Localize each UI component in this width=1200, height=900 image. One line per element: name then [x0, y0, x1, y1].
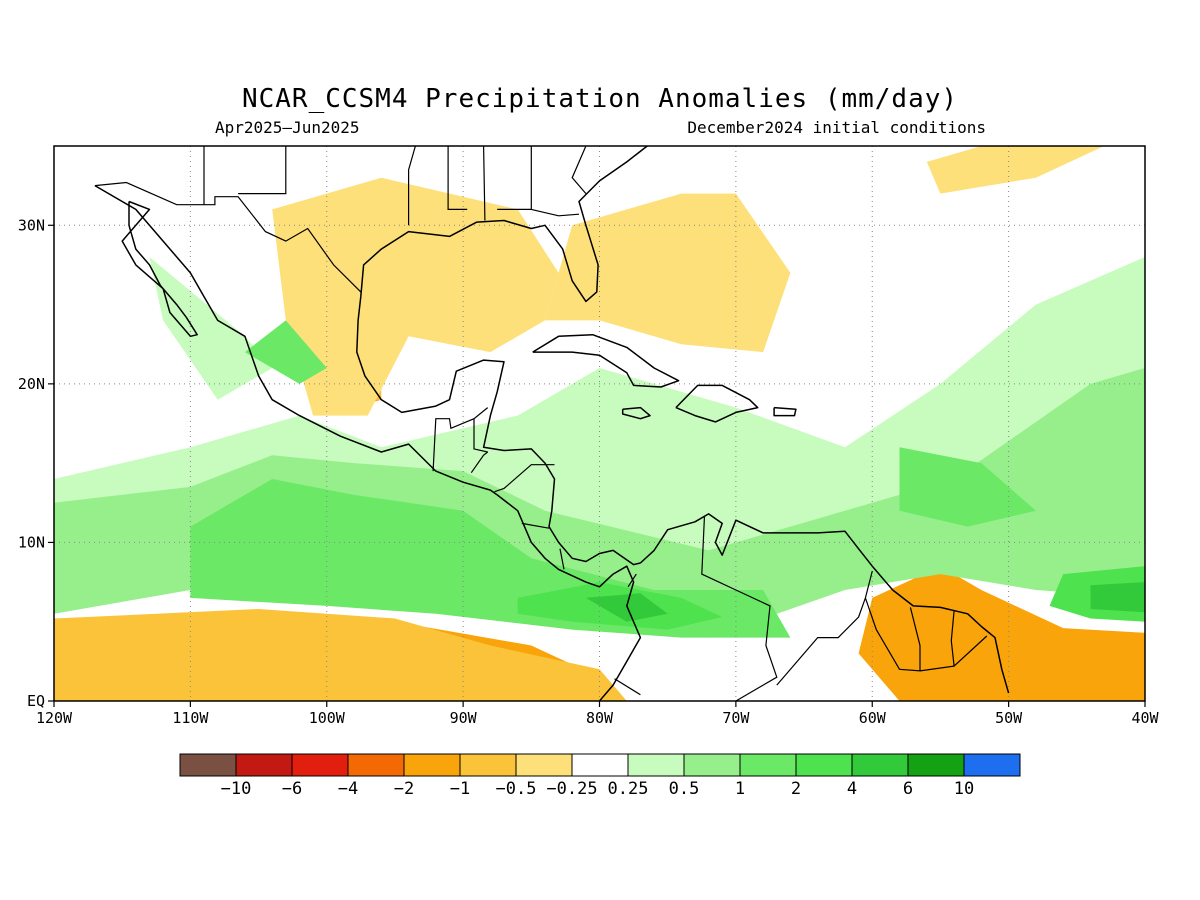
- colorbar-label: 0.5: [669, 779, 700, 799]
- forecast-period: Apr2025–Jun2025: [215, 118, 360, 137]
- latitude-axis: EQ 10N 20N 30N: [18, 216, 54, 710]
- coastline: [121, 200, 198, 338]
- country-border: [447, 146, 468, 210]
- coastline: [532, 333, 680, 388]
- colorbar-label: −10: [221, 779, 252, 799]
- colorbar-swatch: [459, 753, 517, 777]
- country-border: [238, 146, 287, 195]
- colorbar-label: −1: [450, 779, 470, 799]
- country-border: [776, 570, 873, 686]
- gridlines: [54, 146, 1145, 701]
- colorbar-label: 6: [903, 779, 913, 799]
- anomaly-region: [54, 609, 627, 701]
- country-border: [408, 146, 416, 226]
- anomaly-region: [926, 146, 1105, 194]
- colorbar-label: −2: [394, 779, 414, 799]
- colorbar-swatch: [627, 753, 685, 777]
- country-border: [473, 418, 488, 453]
- coastline: [675, 384, 759, 423]
- colorbar-labels: −10 −6 −4 −2 −1 −0.5 −0.25 0.25 0.5 1 2 4 6 10: [221, 779, 975, 799]
- colorbar-label: 0.25: [608, 779, 649, 799]
- colorbar-swatch: [291, 753, 349, 777]
- anomaly-region: [1090, 582, 1145, 613]
- colorbar-label: 1: [735, 779, 745, 799]
- anomaly-region: [545, 193, 791, 353]
- country-border: [521, 522, 550, 529]
- country-border: [94, 181, 362, 293]
- country-border: [483, 146, 486, 221]
- colorbar-swatch: [683, 753, 741, 777]
- y-tick-label: 30N: [18, 216, 45, 234]
- x-tick-label: 60W: [859, 709, 887, 727]
- x-tick-label: 40W: [1131, 709, 1159, 727]
- x-tick-label: 110W: [172, 709, 209, 727]
- country-border: [953, 635, 988, 667]
- country-border: [559, 548, 565, 570]
- colorbar-swatch: [347, 753, 405, 777]
- x-tick-label: 90W: [450, 709, 478, 727]
- y-tick-label: 20N: [18, 375, 45, 393]
- colorbar-swatch: [907, 753, 965, 777]
- anomaly-region: [244, 320, 327, 384]
- longitude-axis: 120W 110W 100W 90W 80W 70W 60W 50W 40W: [36, 701, 1160, 727]
- x-tick-label: 70W: [722, 709, 750, 727]
- coastline: [621, 406, 651, 420]
- colorbar-label: 10: [954, 779, 974, 799]
- country-border: [627, 573, 637, 588]
- y-tick-label: 10N: [18, 533, 45, 551]
- colorbar-label: 2: [791, 779, 801, 799]
- country-border: [494, 464, 555, 493]
- x-tick-label: 50W: [995, 709, 1023, 727]
- country-border: [919, 610, 955, 672]
- initial-conditions: December2024 initial conditions: [687, 118, 986, 137]
- colorbar-label: 4: [847, 779, 857, 799]
- colorbar-label: −0.25: [546, 779, 597, 799]
- anomaly-region: [149, 257, 273, 400]
- colorbar-label: −0.5: [496, 779, 537, 799]
- country-borders: [94, 146, 988, 701]
- anomaly-region: [899, 447, 1036, 527]
- colorbar-label: −6: [282, 779, 302, 799]
- x-tick-label: 120W: [36, 709, 73, 727]
- x-tick-label: 100W: [309, 709, 346, 727]
- coastline: [360, 146, 648, 303]
- colorbar-swatch: [851, 753, 909, 777]
- anomaly-region: [272, 177, 559, 416]
- map-title: NCAR_CCSM4 Precipitation Anomalies (mm/d…: [241, 84, 959, 114]
- colorbar-swatch: [403, 753, 461, 777]
- country-border: [614, 678, 641, 696]
- y-tick-label: EQ: [27, 692, 45, 710]
- anomaly-region: [858, 566, 1145, 701]
- colorbar: [179, 753, 1021, 777]
- coastline: [356, 296, 641, 566]
- country-border: [531, 208, 580, 217]
- country-border: [864, 597, 921, 672]
- coastline: [773, 406, 797, 417]
- country-border: [432, 407, 489, 472]
- colorbar-swatch: [795, 753, 853, 777]
- colorbar-swatch: [963, 753, 1021, 777]
- colorbar-swatch: [739, 753, 797, 777]
- colorbar-swatch: [515, 753, 573, 777]
- country-border: [701, 515, 778, 701]
- x-tick-label: 80W: [586, 709, 614, 727]
- colorbar-label: −4: [338, 779, 358, 799]
- colorbar-swatch: [571, 753, 629, 777]
- colorbar-swatch: [179, 753, 237, 777]
- country-border: [470, 451, 489, 474]
- colorbar-swatch: [235, 753, 293, 777]
- country-border: [571, 146, 587, 194]
